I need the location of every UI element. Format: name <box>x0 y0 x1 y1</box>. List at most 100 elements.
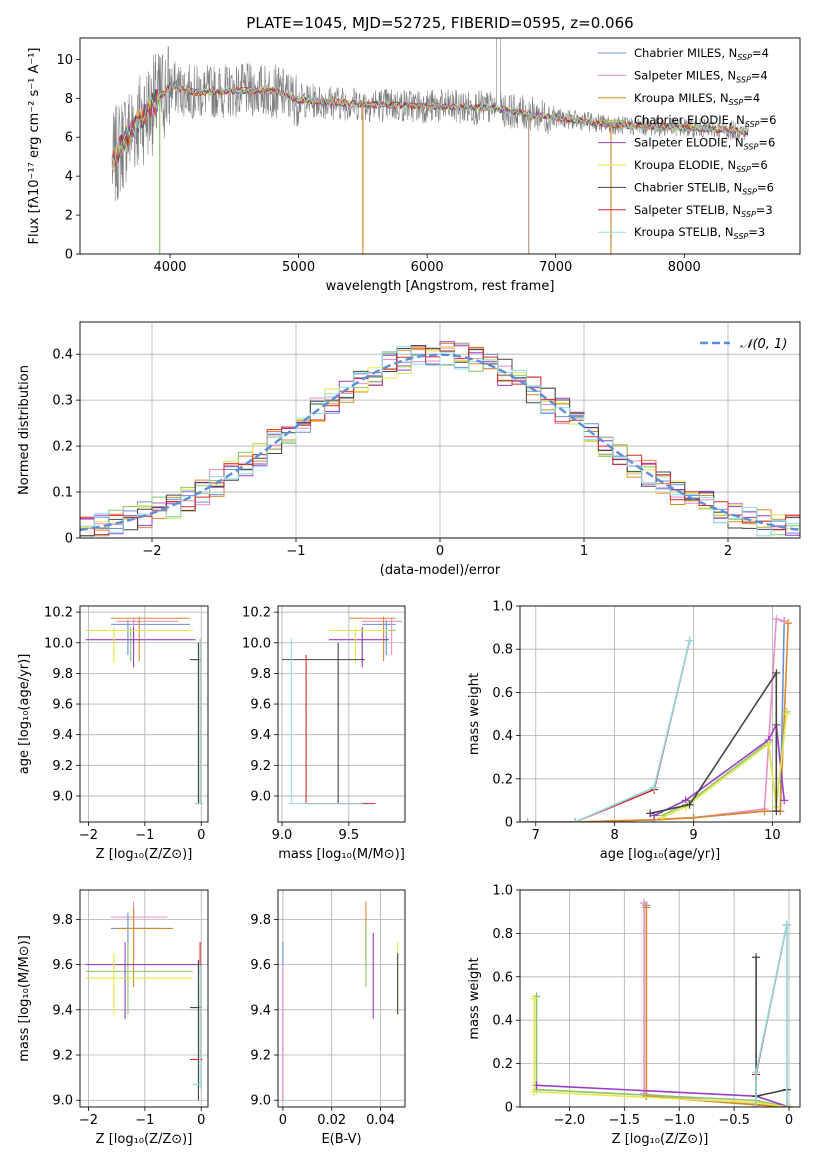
weight-vs-Z-axes <box>516 889 801 1111</box>
y-tick-label: 9.4 <box>250 728 271 743</box>
y-tick-label: 0 <box>65 248 73 263</box>
y-tick-label: 9.0 <box>250 1094 271 1109</box>
weight-line <box>645 905 790 1107</box>
x-tick-label: −1.0 <box>663 1113 695 1128</box>
y-axis-label: mass [log₁₀(M/M⊙)] <box>17 935 32 1062</box>
y-tick-label: 0.6 <box>492 970 513 985</box>
weight-marker <box>784 619 793 628</box>
y-tick-label: 0.4 <box>52 348 73 363</box>
x-axis-label: Z [log₁₀(Z/Z⊙)] <box>612 1132 709 1147</box>
weight-vs-age-axes <box>516 605 801 826</box>
y-tick-label: 9.4 <box>52 1003 73 1018</box>
y-tick-label: 10.2 <box>242 606 271 621</box>
y-tick-label: 0.4 <box>492 729 513 744</box>
x-axis-label: (data-model)/error <box>380 563 501 578</box>
weight-marker <box>642 1092 651 1101</box>
weight-line <box>527 640 691 822</box>
y-tick-label: 10.0 <box>242 636 271 651</box>
x-tick-label: 10 <box>764 828 781 843</box>
y-tick-label: 0 <box>505 1101 513 1116</box>
y-axis-label: mass weight <box>467 673 482 755</box>
weight-marker <box>571 818 580 822</box>
x-tick-label: 8 <box>611 828 619 843</box>
legend-label: Salpeter ELODIE, NSSP=6 <box>634 136 775 152</box>
y-tick-label: 9.6 <box>250 698 271 713</box>
weight-marker <box>764 740 773 749</box>
weight-marker <box>650 783 659 792</box>
y-tick-label: 10 <box>56 53 73 68</box>
x-tick-label: 0.04 <box>366 1113 395 1128</box>
weight-marker <box>657 813 666 822</box>
y-tick-label: 9.8 <box>250 913 271 928</box>
mass-vs-ebv-axes <box>274 889 406 1111</box>
weight-marker <box>689 813 698 822</box>
weight-marker <box>752 1103 761 1107</box>
x-tick-label: −1 <box>286 544 305 559</box>
x-axis-label: Z [log₁₀(Z/Z⊙)] <box>96 1132 193 1147</box>
weight-marker <box>523 818 532 822</box>
weight-line <box>527 623 789 822</box>
y-tick-label: 9.0 <box>52 1094 73 1109</box>
x-tick-label: 1 <box>580 544 588 559</box>
weight-line <box>535 996 790 1107</box>
axes-frame <box>79 321 801 539</box>
y-tick-label: 0.2 <box>52 440 73 455</box>
weight-line <box>649 670 778 815</box>
weight-line <box>533 998 790 1107</box>
x-tick-label: −0.5 <box>718 1113 750 1128</box>
residuals-plot <box>80 341 800 537</box>
x-tick-label: 0 <box>197 828 205 843</box>
y-tick-label: 9.0 <box>52 789 73 804</box>
x-tick-label: 5000 <box>282 260 315 275</box>
spectrum-axes: Chabrier MILES, NSSP=4 Salpeter MILES, NS… <box>76 37 801 258</box>
age-vs-mass-plot <box>282 616 403 805</box>
y-tick-label: 0 <box>65 532 73 547</box>
y-tick-label: 0 <box>505 816 513 831</box>
axes-frame <box>519 889 801 1108</box>
x-tick-label: 0 <box>279 1113 287 1128</box>
legend-label: Chabrier ELODIE, NSSP=6 <box>634 113 776 129</box>
weight-marker <box>685 800 694 809</box>
weight-line <box>527 640 691 822</box>
weight-marker <box>785 1103 794 1107</box>
weight-line <box>527 621 785 822</box>
x-tick-label: 7 <box>532 828 540 843</box>
weight-marker <box>782 710 791 718</box>
x-tick-label: 6000 <box>411 260 444 275</box>
x-tick-label: 2 <box>724 544 732 559</box>
x-tick-label: 0.02 <box>317 1113 346 1128</box>
weight-marker <box>772 614 781 623</box>
residual-histogram <box>80 346 800 537</box>
legend-label: 𝒩(0, 1) <box>740 337 787 352</box>
x-tick-label: −2.0 <box>554 1113 586 1128</box>
x-tick-label: 4000 <box>153 260 186 275</box>
axes-frame <box>277 889 406 1108</box>
axes-frame <box>519 605 801 823</box>
y-tick-label: 9.2 <box>250 759 271 774</box>
weight-marker <box>780 617 789 626</box>
y-tick-label: 9.6 <box>52 698 73 713</box>
age-vs-Z-plot <box>85 616 204 805</box>
y-tick-label: 9.6 <box>52 958 73 973</box>
y-tick-label: 9.2 <box>52 759 73 774</box>
y-tick-label: 0.2 <box>492 1057 513 1072</box>
axes-frame <box>79 37 801 255</box>
y-tick-label: 10.0 <box>44 636 73 651</box>
axes-frame <box>277 605 406 823</box>
x-tick-label: −2 <box>79 828 98 843</box>
y-tick-label: 0.8 <box>492 643 513 658</box>
legend-label: Chabrier MILES, NSSP=4 <box>634 46 769 62</box>
y-tick-label: 10.2 <box>44 606 73 621</box>
x-tick-label: −1 <box>135 828 154 843</box>
model-spectrum <box>111 85 749 167</box>
weight-marker <box>760 807 769 816</box>
y-tick-label: 9.8 <box>52 667 73 682</box>
weight-line <box>755 957 788 1107</box>
y-tick-label: 2 <box>65 209 73 224</box>
y-tick-label: 0.8 <box>492 927 513 942</box>
weight-vs-Z-plot <box>530 899 794 1107</box>
weight-line <box>645 907 790 1107</box>
x-axis-label: Z [log₁₀(Z/Z⊙)] <box>96 847 193 862</box>
x-axis-label: E(B-V) <box>321 1132 361 1147</box>
